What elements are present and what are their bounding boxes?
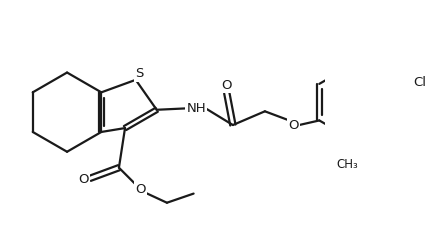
Text: O: O xyxy=(135,183,146,196)
Text: O: O xyxy=(222,79,232,92)
Text: O: O xyxy=(288,119,299,132)
Text: NH: NH xyxy=(187,102,206,115)
Text: CH₃: CH₃ xyxy=(336,158,358,171)
Text: S: S xyxy=(135,67,144,80)
Text: O: O xyxy=(79,173,89,186)
Text: Cl: Cl xyxy=(413,76,426,89)
